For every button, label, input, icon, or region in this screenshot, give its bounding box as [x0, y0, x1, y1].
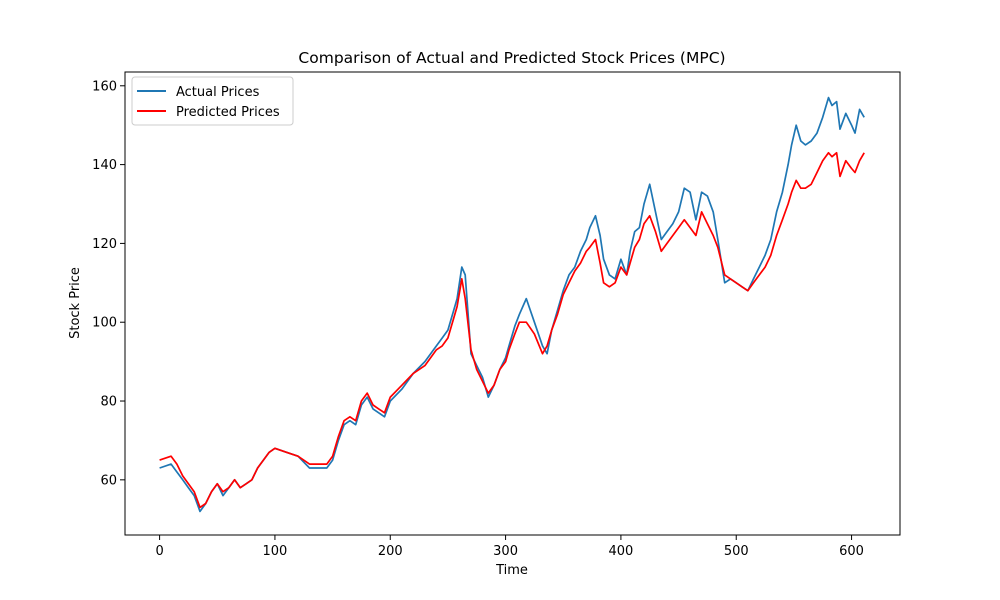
y-tick-label: 60 [100, 473, 117, 488]
legend-label-predicted: Predicted Prices [176, 105, 280, 120]
y-tick-label: 100 [92, 316, 117, 331]
x-tick-label: 400 [608, 544, 633, 559]
x-axis-ticks: 0 100 200 300 400 500 600 [155, 535, 864, 559]
legend-label-actual: Actual Prices [176, 85, 260, 100]
y-axis-label: Stock Price [68, 267, 83, 339]
x-tick-label: 300 [493, 544, 518, 559]
chart-title: Comparison of Actual and Predicted Stock… [298, 49, 725, 67]
series-layer [159, 96, 865, 513]
x-tick-label: 200 [378, 544, 403, 559]
x-tick-label: 600 [839, 544, 864, 559]
series-line-predicted-prices [159, 151, 865, 509]
x-tick-label: 0 [155, 544, 163, 559]
legend: Actual Prices Predicted Prices [131, 76, 294, 126]
y-tick-label: 80 [100, 395, 117, 410]
plot-area [125, 72, 900, 535]
legend-box [131, 76, 294, 126]
x-axis-label: Time [495, 563, 528, 578]
plot-frame [124, 71, 901, 536]
y-tick-label: 140 [92, 158, 117, 173]
y-axis-ticks: 60 80 100 120 140 160 [92, 79, 125, 488]
x-tick-label: 100 [263, 544, 288, 559]
x-tick-label: 500 [724, 544, 749, 559]
y-tick-label: 120 [92, 237, 117, 252]
y-tick-label: 160 [92, 79, 117, 94]
